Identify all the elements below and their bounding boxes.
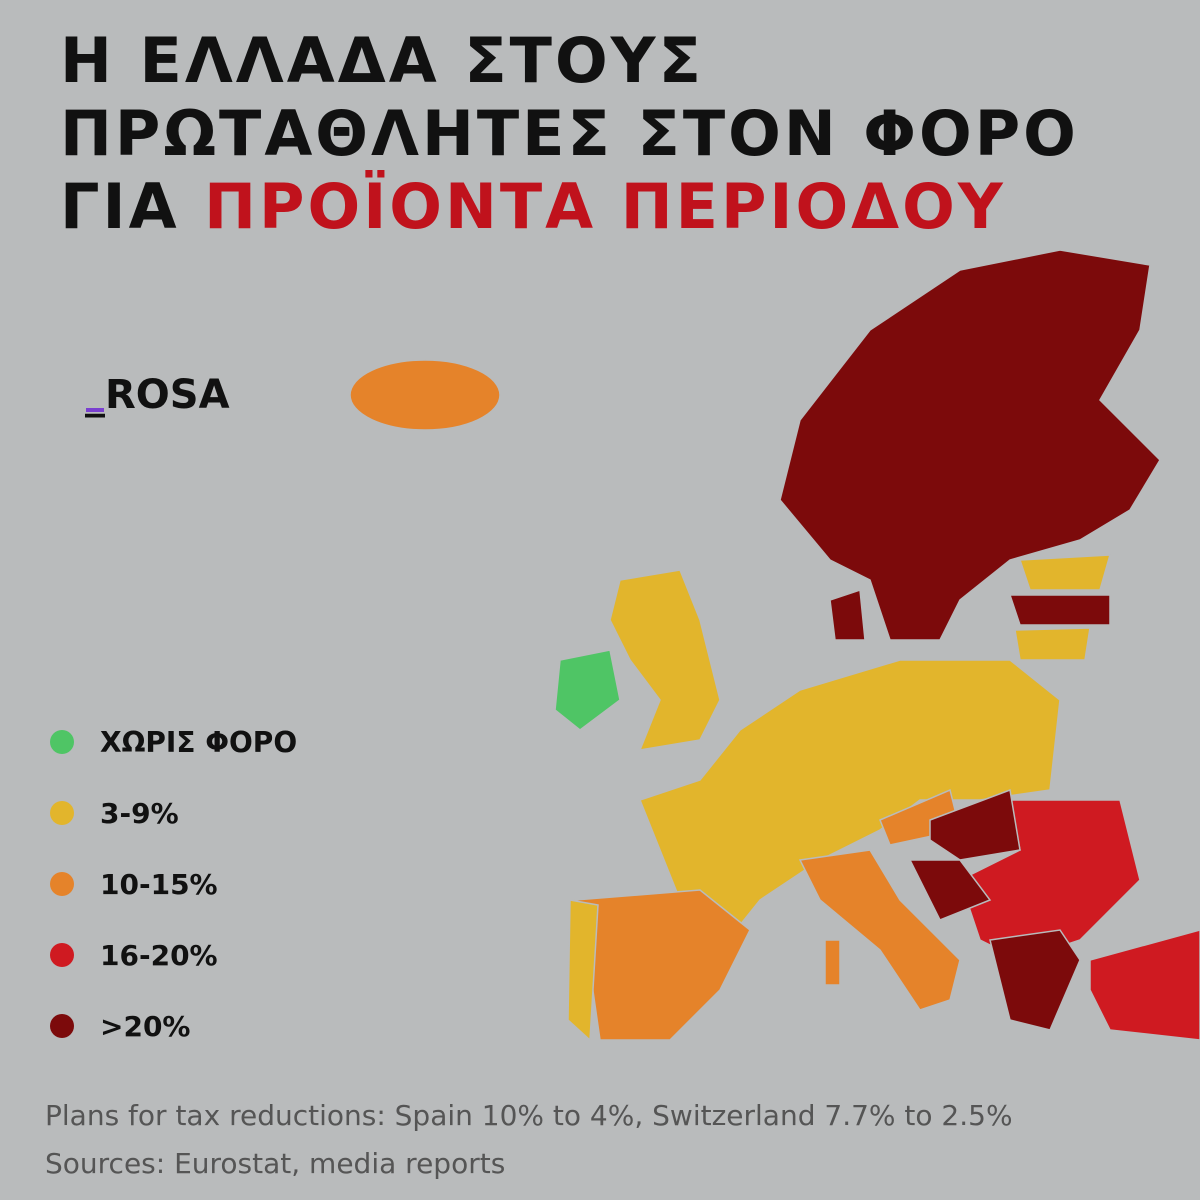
legend-label: ΧΩΡΙΣ ΦΟΡΟ (100, 726, 297, 759)
region (929, 788, 1021, 861)
region (908, 859, 992, 921)
legend-label: 16-20% (100, 939, 218, 972)
region (567, 899, 599, 1042)
region (1089, 929, 1200, 1041)
region (824, 939, 841, 986)
title-prefix: ΓΙΑ (60, 170, 180, 243)
region (554, 649, 621, 731)
footer-line: Plans for tax reductions: Spain 10% to 4… (45, 1099, 1013, 1132)
title-line: Η ΕΛΛΑΔΑ ΣΤΟΥΣ (60, 24, 704, 97)
legend-swatch (50, 1014, 74, 1038)
map (349, 249, 1200, 1042)
legend-swatch (50, 801, 74, 825)
region (1018, 554, 1112, 591)
legend-label: 10-15% (100, 868, 218, 901)
title-line: ΓΙΑ ΠΡΟΪΟΝΤΑ ΠΕΡΙΟΔΟΥ (60, 170, 1006, 243)
legend: ΧΩΡΙΣ ΦΟΡΟ 3-9% 10-15% 16-20% >20% (50, 726, 297, 1043)
legend-swatch (50, 872, 74, 896)
title-line: ΠΡΩΤΑΘΛΗΤΕΣ ΣΤΟΝ ΦΟΡΟ (60, 97, 1079, 170)
logo: _ROSA (85, 372, 230, 418)
region (829, 588, 866, 641)
region (989, 929, 1081, 1031)
footer-line: Sources: Eurostat, media reports (45, 1147, 505, 1180)
legend-swatch (50, 943, 74, 967)
region (1008, 594, 1111, 626)
region (779, 249, 1161, 641)
legend-label: >20% (100, 1010, 190, 1043)
region (1014, 627, 1091, 661)
region (349, 359, 501, 431)
region (798, 849, 961, 1011)
region (609, 569, 721, 751)
legend-label: 3-9% (100, 797, 179, 830)
title-highlight: ΠΡΟΪΟΝΤΑ ΠΕΡΙΟΔΟΥ (204, 170, 1006, 243)
legend-swatch (50, 730, 74, 754)
